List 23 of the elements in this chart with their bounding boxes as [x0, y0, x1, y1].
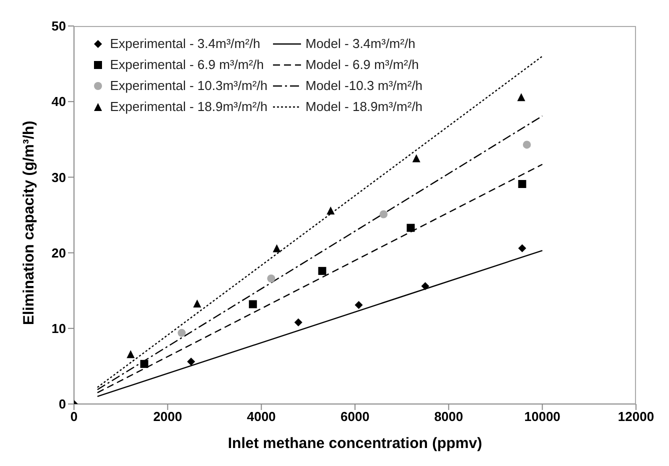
x-tick-label: 12000 — [618, 409, 654, 424]
y-tick-label: 50 — [52, 18, 66, 34]
legend-label: Experimental - 6.9 m³/m²/h — [110, 57, 264, 72]
x-tick-label: 8000 — [434, 409, 464, 424]
legend-label: Experimental - 10.3m³/m²/h — [110, 78, 268, 93]
x-axis-title: Inlet methane concentration (ppmv) — [228, 435, 482, 452]
legend-label: Model - 3.4m³/m²/h — [306, 36, 416, 51]
x-tick-label: 0 — [70, 409, 78, 424]
legend-label: Model - 18.9m³/m²/h — [306, 99, 423, 114]
y-tick-label: 40 — [52, 94, 66, 110]
y-tick-label: 20 — [52, 245, 66, 260]
y-tick-label: 10 — [52, 321, 66, 336]
legend-label: Experimental - 3.4m³/m²/h — [110, 36, 260, 51]
y-axis-title: Elimination capacity (g/m³/h) — [20, 120, 38, 325]
legend-label: Experimental - 18.9m³/m²/h — [110, 99, 268, 114]
legend-label: Model -10.3 m³/m²/h — [306, 78, 423, 93]
x-tick-label: 4000 — [246, 409, 276, 424]
y-tick-label: 0 — [58, 396, 66, 412]
x-tick-label: 10000 — [524, 409, 560, 424]
x-tick-label: 6000 — [340, 409, 370, 424]
y-tick-label: 30 — [52, 170, 66, 185]
legend-label: Model - 6.9 m³/m²/h — [306, 57, 419, 72]
x-tick-label: 2000 — [153, 409, 182, 424]
